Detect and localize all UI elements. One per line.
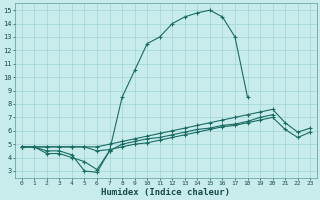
X-axis label: Humidex (Indice chaleur): Humidex (Indice chaleur) — [101, 188, 230, 197]
